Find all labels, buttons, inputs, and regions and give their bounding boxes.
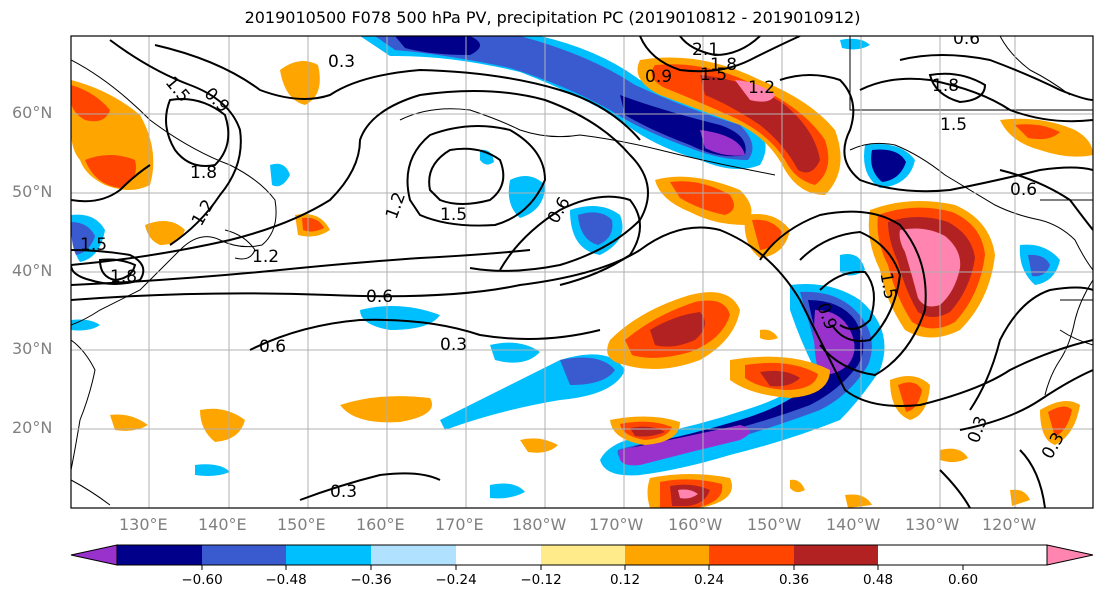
contour-label: 1.5: [440, 205, 467, 225]
colorbar-swatch: [625, 545, 709, 565]
colorbar-extend-low: [70, 544, 118, 566]
lon-label-130w: 130°W: [905, 515, 960, 534]
contour-label: 1.5: [80, 235, 107, 255]
colorbar-tick: 0.36: [778, 572, 810, 588]
lon-label-120w: 120°W: [982, 515, 1037, 534]
lat-label-30n: 30°N: [12, 339, 53, 358]
lon-label-140e: 140°E: [198, 515, 247, 534]
map-frame: [70, 35, 1094, 509]
colorbar-swatch: [371, 545, 456, 565]
lat-label-20n: 20°N: [12, 418, 53, 437]
lon-label-140w: 140°W: [826, 515, 881, 534]
contour-label: 1.5: [940, 115, 967, 135]
colorbar-tick: 0.48: [862, 572, 894, 588]
colorbar-tick: 0.24: [693, 572, 725, 588]
colorbar: [70, 544, 1094, 570]
lon-label-170w: 170°W: [589, 515, 644, 534]
colorbar-tick: −0.48: [265, 572, 307, 588]
contour-label: 0.6: [953, 29, 980, 49]
lon-label-160w: 160°W: [668, 515, 723, 534]
colorbar-swatch: [709, 545, 794, 565]
lon-label-160e: 160°E: [356, 515, 405, 534]
contour-label: 0.6: [1010, 180, 1037, 200]
contour-label: 0.3: [330, 482, 357, 502]
colorbar-swatch: [541, 545, 625, 565]
colorbar-tick: 0.60: [947, 572, 979, 588]
colorbar-swatch: [286, 545, 371, 565]
lon-label-150e: 150°E: [277, 515, 326, 534]
lon-label-130e: 130°E: [119, 515, 168, 534]
map-field: 0.3 0.9 1.5 1.8 2.1 1.8 1.5 1.2 0.9 0.6 …: [71, 29, 1093, 508]
contour-label: 1.5: [700, 65, 727, 85]
contour-label: 1.2: [748, 78, 775, 98]
colorbar-tick: 0.12: [609, 572, 641, 588]
pv-contours: [71, 36, 1093, 508]
contour-label: 1.8: [190, 163, 217, 183]
lon-label-150w: 150°W: [747, 515, 802, 534]
contour-label: 1.8: [110, 267, 137, 287]
contour-label: 1.8: [710, 55, 737, 75]
contour-label: 0.3: [328, 52, 355, 72]
colorbar-tick: −0.24: [435, 572, 477, 588]
contour-label: 0.9: [645, 67, 672, 87]
contour-label: 0.6: [366, 287, 393, 307]
colorbar-tick: −0.60: [181, 572, 223, 588]
coastlines: [71, 36, 1093, 506]
contour-label: 1.2: [252, 247, 279, 267]
contour-label: 1.8: [932, 76, 959, 96]
contour-label: 0.6: [259, 337, 286, 357]
lon-label-180w: 180°W: [512, 515, 567, 534]
lat-label-50n: 50°N: [12, 182, 53, 201]
contour-label: 1.5: [875, 271, 899, 301]
lon-label-170e: 170°E: [435, 515, 484, 534]
lat-label-40n: 40°N: [12, 261, 53, 280]
colorbar-swatch: [117, 545, 202, 565]
colorbar-swatch: [456, 545, 541, 565]
map-title: 2019010500 F078 500 hPa PV, precipitatio…: [244, 8, 861, 27]
colorbar-tick: −0.36: [350, 572, 392, 588]
colorbar-extend-high: [1046, 544, 1094, 566]
contour-label: 0.3: [440, 335, 467, 355]
contour-label: 2.1: [692, 40, 719, 60]
positive-anomaly-shading: [71, 57, 1093, 508]
lat-label-60n: 60°N: [12, 103, 53, 122]
colorbar-swatch: [202, 545, 286, 565]
colorbar-swatch: [794, 545, 878, 565]
colorbar-tick: −0.12: [520, 572, 562, 588]
